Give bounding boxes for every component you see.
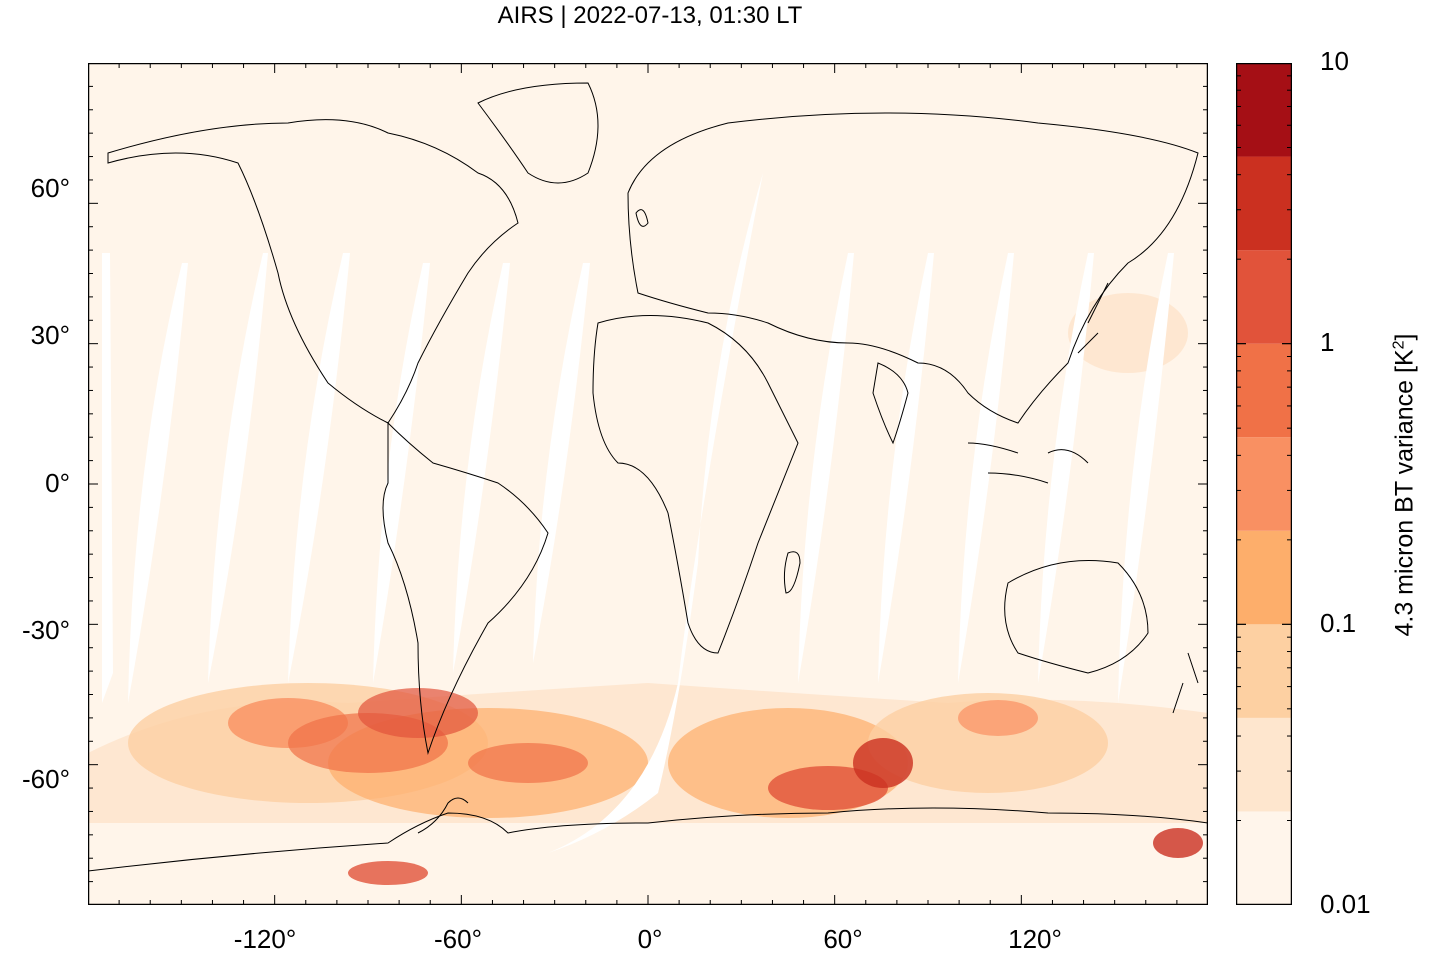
colorbar-tick-label: 0.1 <box>1320 608 1357 638</box>
y-tick-label: 0° <box>45 468 70 498</box>
colorbar <box>1236 63 1292 905</box>
colorbar-title-end: ] <box>1390 333 1419 341</box>
colorbar-band <box>1236 343 1292 438</box>
colorbar-band <box>1236 437 1292 531</box>
colorbar-band <box>1236 624 1292 718</box>
variance-map <box>88 63 1208 905</box>
colorbar-band <box>1236 250 1292 344</box>
colorbar-frame <box>1236 63 1292 905</box>
x-tick-label: -120° <box>233 924 297 954</box>
colorbar-title-text: 4.3 micron BT variance [K <box>1390 349 1419 637</box>
colorbar-band <box>1236 156 1292 251</box>
colorbar-title-superscript: 2 <box>1390 340 1408 350</box>
x-tick-label: 60° <box>823 924 863 954</box>
coastlines <box>88 82 1208 872</box>
colorbar-title: 4.3 micron BT variance [K2] <box>1390 333 1419 636</box>
colorbar-tick-label: 0.01 <box>1320 889 1371 919</box>
colorbar-band <box>1236 717 1292 812</box>
y-tick-label: -30° <box>22 615 70 645</box>
colorbar-band <box>1236 63 1292 157</box>
y-tick-label: 60° <box>30 173 70 203</box>
colorbar-ticks <box>1236 63 1292 905</box>
y-tick-label: 30° <box>30 320 70 350</box>
colorbar-band <box>1236 811 1292 905</box>
orbit-gaps <box>102 173 1174 853</box>
map-title: AIRS | 2022-07-13, 01:30 LT <box>497 2 803 29</box>
x-tick-label: 0° <box>637 924 663 954</box>
colorbar-tick-label: 1 <box>1320 327 1335 357</box>
map-ticks <box>88 63 1208 905</box>
colorbar-bands <box>1236 63 1292 905</box>
x-tick-label: -60° <box>434 924 482 954</box>
y-tick-label: -60° <box>22 764 70 794</box>
colorbar-band <box>1236 530 1292 625</box>
variance-field <box>88 293 1208 885</box>
x-tick-label: 120° <box>1008 924 1062 954</box>
colorbar-tick-label: 10 <box>1320 46 1349 76</box>
